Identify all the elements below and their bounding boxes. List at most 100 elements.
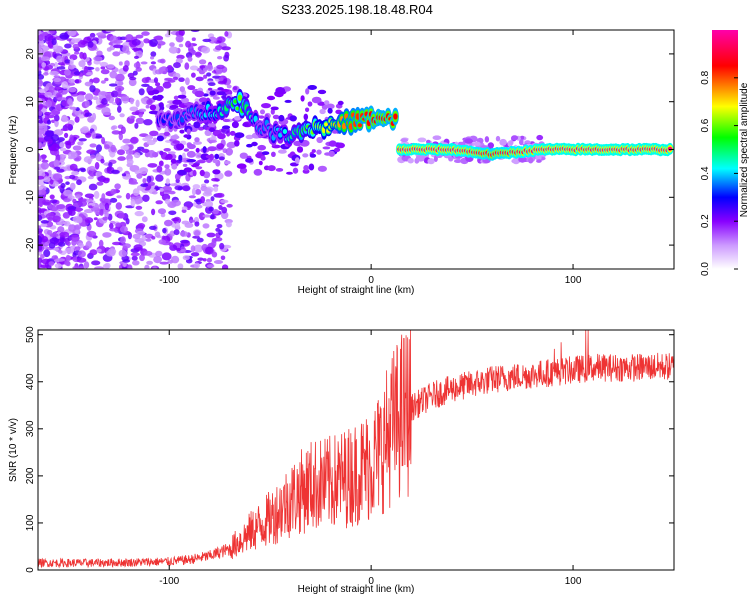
speckle-blob xyxy=(133,152,141,159)
colorbar-tick-label: 0.8 xyxy=(700,70,711,84)
speckle-blob xyxy=(172,76,179,81)
speckle-blob xyxy=(72,145,82,151)
speckle-blob xyxy=(171,217,180,222)
speckle-blob xyxy=(96,181,104,186)
speckle-blob xyxy=(242,123,249,127)
speckle-blob xyxy=(257,144,267,151)
speckle-blob xyxy=(40,264,49,269)
speckle-blob xyxy=(213,260,224,264)
speckle-blob xyxy=(175,222,180,229)
speckle-blob xyxy=(193,121,201,129)
speckle-blob xyxy=(164,168,172,176)
speckle-blob xyxy=(63,189,73,197)
speckle-blob xyxy=(181,220,190,225)
speckle-blob xyxy=(212,208,219,215)
speckle-blob xyxy=(111,130,121,135)
speckle-blob xyxy=(101,137,106,145)
speckle-blob xyxy=(212,169,221,175)
speckle-blob xyxy=(80,111,86,115)
speckle-blob xyxy=(52,173,63,181)
speckle-blob xyxy=(132,188,140,196)
speckle-blob xyxy=(141,77,150,84)
speckle-blob xyxy=(151,236,156,240)
speckle-blob xyxy=(473,141,481,146)
speckle-blob xyxy=(58,250,63,254)
speckle-blob xyxy=(105,30,116,33)
speckle-blob xyxy=(234,116,242,121)
speckle-blob xyxy=(106,64,115,69)
speckle-blob xyxy=(165,178,170,185)
speckle-blob xyxy=(202,38,212,43)
speckle-blob xyxy=(519,139,524,146)
speckle-blob xyxy=(100,69,110,75)
speckle-blob xyxy=(108,162,113,168)
speckle-blob xyxy=(222,264,229,269)
speckle-blob xyxy=(214,153,220,160)
speckle-blob xyxy=(229,130,236,136)
speckle-blob xyxy=(38,175,45,180)
speckle-blob xyxy=(69,163,78,171)
speckle-blob xyxy=(511,135,519,141)
ridge-core xyxy=(357,123,363,128)
speckle-blob xyxy=(417,137,427,143)
speckle-blob xyxy=(73,71,81,76)
speckle-blob xyxy=(153,77,159,84)
speckle-blob xyxy=(38,261,41,269)
speckle-blob xyxy=(139,254,145,262)
speckle-blob xyxy=(38,34,44,41)
speckle-blob xyxy=(97,104,106,108)
speckle-blob xyxy=(130,115,136,119)
speckle-blob xyxy=(187,85,196,91)
speckle-blob xyxy=(177,263,184,269)
speckle-blob xyxy=(75,194,82,199)
speckle-blob xyxy=(316,149,322,155)
speckle-blob xyxy=(83,261,90,269)
speckle-blob xyxy=(84,100,90,108)
speckle-blob xyxy=(216,91,226,96)
speckle-blob xyxy=(129,76,137,81)
speckle-blob xyxy=(40,162,50,170)
speckle-blob xyxy=(234,140,240,147)
speckle-blob xyxy=(226,84,232,89)
speckle-blob xyxy=(309,153,317,158)
speckle-blob xyxy=(155,82,161,87)
speckle-blob xyxy=(102,263,110,269)
speckle-blob xyxy=(180,249,187,253)
speckle-blob xyxy=(145,104,150,109)
speckle-blob xyxy=(132,260,140,266)
speckle-blob xyxy=(75,206,82,213)
speckle-blob xyxy=(119,113,125,118)
speckle-blob xyxy=(77,40,87,48)
speckle-blob xyxy=(48,86,55,93)
speckle-blob xyxy=(74,109,83,117)
speckle-blob xyxy=(221,46,231,51)
speckle-blob xyxy=(80,168,86,173)
speckle-blob xyxy=(143,38,150,44)
speckle-blob xyxy=(191,72,196,78)
speckle-blob xyxy=(112,51,121,57)
speckle-blob xyxy=(125,34,134,42)
speckle-blob xyxy=(57,137,65,142)
speckle-blob xyxy=(495,135,501,142)
speckle-blob xyxy=(159,58,166,64)
speckle-blob xyxy=(68,78,76,84)
speckle-blob xyxy=(167,151,176,155)
speckle-blob xyxy=(161,252,172,261)
speckle-blob xyxy=(38,122,45,127)
speckle-blob xyxy=(113,44,123,49)
speckle-blob xyxy=(155,200,163,205)
speckle-blob xyxy=(54,263,63,269)
speckle-blob xyxy=(96,32,106,37)
speckle-blob xyxy=(207,123,216,128)
speckle-blob xyxy=(147,150,156,158)
snr-y-label: SNR (10 * v/v) xyxy=(8,418,19,482)
speckle-blob xyxy=(64,132,69,138)
speckle-blob xyxy=(56,204,66,210)
speckle-blob xyxy=(171,199,182,207)
speckle-blob xyxy=(307,101,313,107)
speckle-blob xyxy=(182,185,191,192)
speckle-blob xyxy=(91,112,97,121)
speckle-blob xyxy=(105,250,116,257)
speckle-blob xyxy=(224,160,231,165)
y-tick-label: 0 xyxy=(25,146,36,152)
